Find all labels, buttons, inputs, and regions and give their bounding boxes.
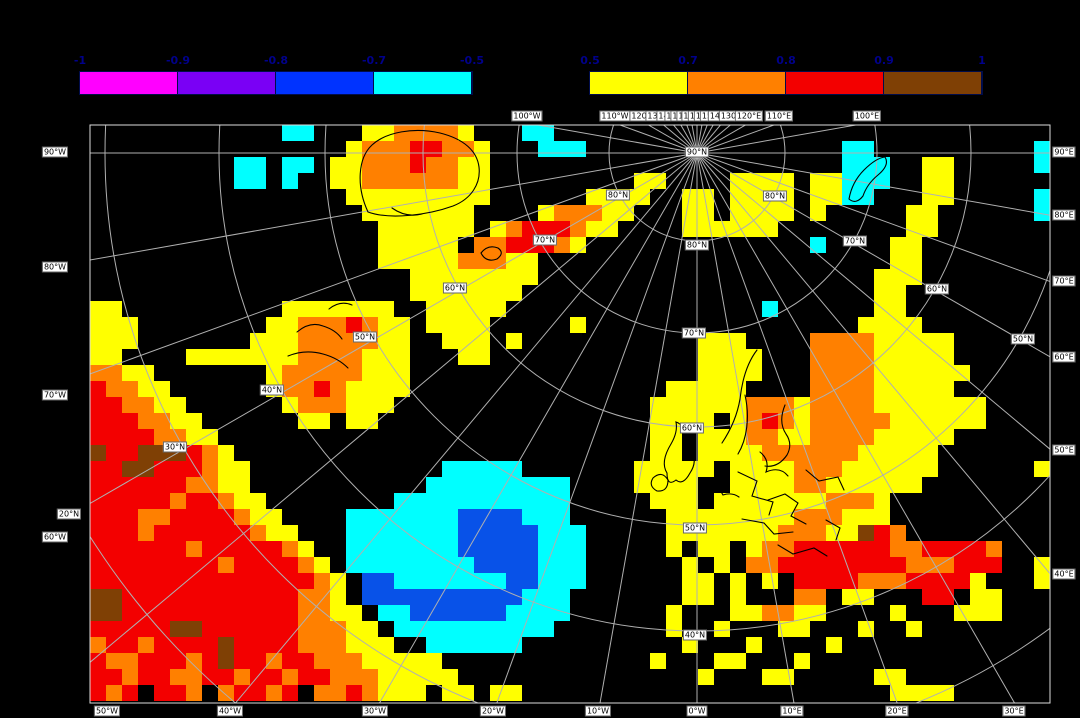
colorbar-negative-tick: -0.5 <box>459 54 485 67</box>
colorbar-positive-tick: 0.9 <box>874 54 894 67</box>
colorbar-negative-tick: -0.7 <box>361 54 387 67</box>
colorbar-positive-tick: 0.8 <box>776 54 796 67</box>
coast-iceland <box>480 246 502 261</box>
coast-greenland <box>359 130 480 217</box>
coast-denmark <box>720 467 740 498</box>
colorbar-positive-tick: 0.5 <box>580 54 600 67</box>
coast-ireland <box>650 473 669 492</box>
borders-europe <box>737 469 845 557</box>
coastlines <box>287 130 887 557</box>
colorbar-negative-tick: -0.9 <box>165 54 191 67</box>
map-border <box>89 124 1051 704</box>
colorbar-negative-segment-0 <box>80 72 178 94</box>
colorbar-positive-tick: 1 <box>978 54 986 67</box>
colorbar-positive-segment-1 <box>688 72 786 94</box>
colorbar-negative-tick: -0.8 <box>263 54 289 67</box>
colorbar-negative-tick: -1 <box>73 54 87 67</box>
coast-uk <box>663 421 695 483</box>
colorbar-negative-segment-3 <box>374 72 472 94</box>
data-cells <box>90 125 1050 701</box>
colorbar-positive-segment-3 <box>884 72 982 94</box>
coast-greenland-se <box>391 207 423 216</box>
colorbar-positive-segment-0 <box>590 72 688 94</box>
colorbar-positive-tick: 0.7 <box>678 54 698 67</box>
coast-norway <box>721 349 758 455</box>
coast-novaya-zemlya <box>848 156 887 202</box>
colorbar-negative: -1 -0.9 -0.8 -0.7 -0.5 <box>74 55 484 95</box>
colorbar-negative-segment-2 <box>276 72 374 94</box>
coast-baltic <box>759 404 791 477</box>
colorbar-positive: 0.5 0.7 0.8 0.9 1 <box>580 55 986 95</box>
colorbar-negative-segment-1 <box>178 72 276 94</box>
coast-canada-maritimes <box>287 302 353 369</box>
colorbar-positive-segment-2 <box>786 72 884 94</box>
